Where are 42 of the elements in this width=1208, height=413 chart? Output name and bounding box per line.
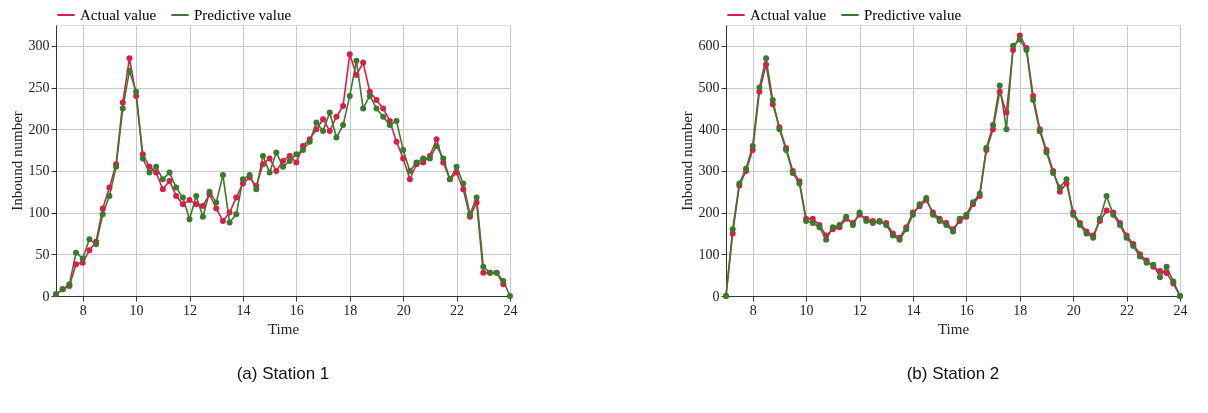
y-axis-title: Inbound number <box>678 111 695 211</box>
y-tick-label: 500 <box>698 80 720 96</box>
x-tick-label: 8 <box>79 302 87 318</box>
x-tick-label: 8 <box>749 302 757 318</box>
legend-label: Predictive value <box>194 7 292 23</box>
y-tick-label: 400 <box>698 121 720 137</box>
y-axis-title: Inbound number <box>8 111 25 211</box>
x-tick-label: 16 <box>959 302 974 318</box>
x-tick-label: 24 <box>503 302 518 318</box>
x-tick-label: 20 <box>1066 302 1081 318</box>
y-tick-label: 300 <box>28 38 50 54</box>
x-tick-label: 12 <box>183 302 198 318</box>
y-tick-label: 100 <box>698 246 720 262</box>
text: (a) Station 1 <box>236 364 330 383</box>
y-tick-label: 100 <box>28 205 50 221</box>
y-tick-label: 300 <box>698 163 720 179</box>
x-tick-label: 22 <box>1120 302 1135 318</box>
y-tick-label: 200 <box>28 121 50 137</box>
x-tick-label: 16 <box>289 302 304 318</box>
x-tick-label: 14 <box>236 302 251 318</box>
x-tick-label: 20 <box>396 302 411 318</box>
legend-label: Actual value <box>80 7 157 23</box>
x-tick-label: 10 <box>799 302 814 318</box>
x-tick-label: 22 <box>450 302 465 318</box>
y-tick-label: 0 <box>42 288 50 304</box>
x-tick-label: 12 <box>853 302 868 318</box>
x-tick-label: 18 <box>1013 302 1028 318</box>
y-tick-label: 250 <box>28 80 50 96</box>
x-tick-label: 14 <box>906 302 921 318</box>
x-tick-label: 10 <box>129 302 144 318</box>
text: (b) Station 2 <box>906 364 1000 383</box>
x-axis-title: Time <box>937 320 970 337</box>
x-axis-title: Time <box>267 320 300 337</box>
x-tick-label: 18 <box>343 302 358 318</box>
legend-label: Predictive value <box>864 7 962 23</box>
y-tick-label: 150 <box>28 163 50 179</box>
y-tick-label: 50 <box>35 246 50 262</box>
legend-label: Actual value <box>750 7 827 23</box>
x-tick-label: 24 <box>1173 302 1188 318</box>
y-tick-label: 200 <box>698 205 720 221</box>
y-tick-label: 600 <box>698 38 720 54</box>
y-tick-label: 0 <box>712 288 720 304</box>
